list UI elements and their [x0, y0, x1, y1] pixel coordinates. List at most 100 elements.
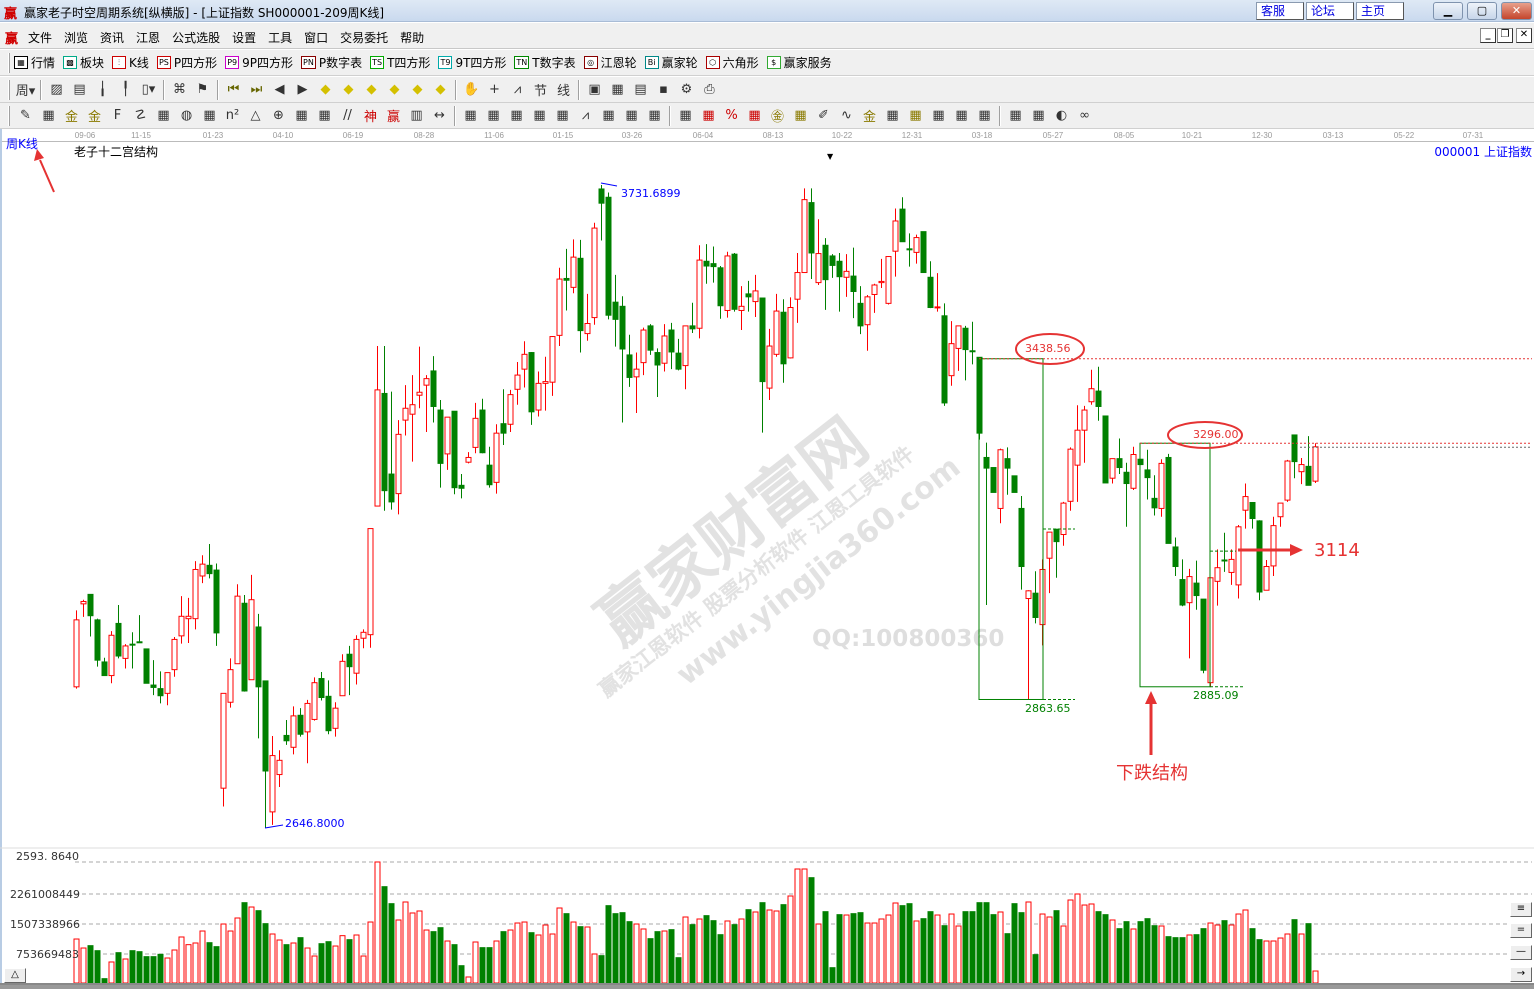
- menu-item[interactable]: 设置: [232, 31, 257, 45]
- infinity-icon[interactable]: ∞: [1079, 108, 1090, 123]
- triangle-icon[interactable]: △: [250, 108, 261, 123]
- save-icon[interactable]: ▪: [659, 82, 668, 97]
- target-icon[interactable]: ⊕: [273, 108, 284, 123]
- diamond-vertical-icon[interactable]: ◆: [435, 82, 446, 97]
- grid2-icon[interactable]: ▦: [625, 108, 638, 123]
- horizontal-scrollbar[interactable]: [0, 983, 1534, 989]
- lines3-icon[interactable]: ▦: [42, 108, 55, 123]
- menu-item[interactable]: 帮助: [400, 31, 425, 45]
- dropdown-triangle-icon[interactable]: ▼: [827, 152, 834, 161]
- gann-chart-icon[interactable]: ⌘: [173, 82, 186, 97]
- angle-icon[interactable]: ▦: [556, 108, 569, 123]
- crosshair-icon[interactable]: +: [489, 82, 500, 97]
- chart-icon[interactable]: ▦: [1032, 108, 1045, 123]
- fan-icon[interactable]: ▦: [487, 108, 500, 123]
- slash-icon[interactable]: //: [343, 108, 352, 123]
- customer-service-link[interactable]: 客服: [1256, 2, 1304, 20]
- gold-lines3-icon[interactable]: ▦: [794, 108, 807, 123]
- flag-icon[interactable]: ⚑: [196, 82, 209, 97]
- bars9-icon[interactable]: ╿: [121, 82, 130, 97]
- menu-item[interactable]: 工具: [268, 31, 293, 45]
- stack-icon[interactable]: ▦: [932, 108, 945, 123]
- toolbar-dollar-button[interactable]: $ 赢家服务: [766, 54, 832, 71]
- homepage-link[interactable]: 主页: [1356, 2, 1404, 20]
- stack3-icon[interactable]: ▦: [978, 108, 991, 123]
- candle-type-icon[interactable]: ▯▾: [141, 82, 156, 97]
- lines4-icon[interactable]: ▦: [203, 108, 216, 123]
- menu-item[interactable]: 交易委托: [340, 31, 389, 45]
- bars3-icon[interactable]: ╽: [98, 82, 107, 97]
- indicator-1-line-button[interactable]: —: [1510, 945, 1532, 960]
- network-icon[interactable]: ⚙: [680, 82, 693, 97]
- indicator-2-lines-button[interactable]: =: [1510, 923, 1532, 938]
- first-bar-icon[interactable]: ⏮: [227, 82, 240, 97]
- mdi-minimize-button[interactable]: _: [1480, 28, 1496, 43]
- percent-lines-icon[interactable]: ▦: [748, 108, 761, 123]
- toolbar-t-number-table-button[interactable]: TN T数字表: [514, 54, 576, 71]
- web-icon[interactable]: ▦: [295, 108, 308, 123]
- sine-icon[interactable]: ∿: [841, 108, 852, 123]
- print-icon[interactable]: ⎙: [704, 82, 715, 97]
- toolbar-sector-button[interactable]: ▩ 板块: [63, 54, 104, 71]
- parallel-icon[interactable]: ▦: [648, 108, 661, 123]
- measure-icon[interactable]: ↔: [434, 108, 445, 123]
- n2-icon[interactable]: n²: [225, 108, 240, 123]
- hand-icon[interactable]: ✋: [463, 82, 480, 97]
- forum-link[interactable]: 论坛: [1306, 2, 1354, 20]
- minimize-button[interactable]: ▁: [1433, 2, 1463, 20]
- gold-icon[interactable]: 金: [862, 110, 876, 125]
- ying-icon[interactable]: 赢: [386, 110, 400, 125]
- gold-lines-icon[interactable]: 金: [64, 110, 78, 125]
- spiral-icon[interactable]: ☡: [134, 108, 147, 123]
- toolbar-9p-square-button[interactable]: P9 9P四方形: [225, 54, 293, 71]
- wave-icon[interactable]: ⩘: [581, 108, 590, 123]
- next-icon[interactable]: ▶: [297, 82, 308, 97]
- grid-icon[interactable]: ▦: [602, 108, 615, 123]
- close-button[interactable]: ✕: [1501, 2, 1532, 20]
- toolbar-big-wheel-button[interactable]: Bi 赢家轮: [644, 54, 698, 71]
- last-bar-icon[interactable]: ⏭: [250, 82, 263, 97]
- toolbar-hexagon-button[interactable]: ⬡ 六角形: [705, 54, 759, 71]
- pencil-icon[interactable]: ✐: [818, 108, 829, 123]
- percent-icon[interactable]: %: [725, 108, 738, 123]
- prev-icon[interactable]: ◀: [274, 82, 285, 97]
- stack2-icon[interactable]: ▦: [955, 108, 968, 123]
- box-icon[interactable]: ▦: [464, 108, 477, 123]
- toolbar-kline-button[interactable]: ⫶ K线: [112, 54, 149, 71]
- toolbar-p-number-table-button[interactable]: PN P数字表: [301, 54, 362, 71]
- circle-grid-icon[interactable]: ◍: [180, 108, 193, 123]
- toolbar-t-square-button[interactable]: TS T四方形: [370, 54, 430, 71]
- ruler-icon[interactable]: ▥: [410, 108, 423, 123]
- menu-item[interactable]: 江恩: [136, 31, 161, 45]
- notepad-icon[interactable]: ▤: [634, 82, 647, 97]
- pen-icon[interactable]: ✎: [20, 108, 31, 123]
- toolbar-9t-square-button[interactable]: T9 9T四方形: [438, 54, 506, 71]
- menu-item[interactable]: 资讯: [100, 31, 125, 45]
- expand-panel-button[interactable]: △: [4, 968, 26, 983]
- period-label[interactable]: 周K线: [6, 137, 38, 151]
- diamond-in-icon[interactable]: ◆: [389, 82, 400, 97]
- calendar-icon[interactable]: ▣: [588, 82, 601, 97]
- fan2-icon[interactable]: ▦: [510, 108, 523, 123]
- calculator-icon[interactable]: ▦: [611, 82, 624, 97]
- colors-icon[interactable]: ◐: [1055, 108, 1068, 123]
- gold-circle-icon[interactable]: ㊎: [770, 110, 784, 125]
- diamond-left-icon[interactable]: ◆: [320, 82, 331, 97]
- notes-icon[interactable]: ▤: [73, 82, 86, 97]
- angle2-icon[interactable]: ▦: [886, 108, 899, 123]
- toolbar-quote-table-button[interactable]: ▦ 行情: [14, 54, 55, 71]
- menu-item[interactable]: 浏览: [64, 31, 89, 45]
- gold-fan-icon[interactable]: ▦: [909, 108, 922, 123]
- overlay-icon[interactable]: ▨: [50, 82, 63, 97]
- menu-item[interactable]: 文件: [28, 31, 53, 45]
- marker-icon[interactable]: ▦: [157, 108, 170, 123]
- mdi-restore-button[interactable]: ❐: [1497, 28, 1513, 43]
- period-dropdown-icon[interactable]: 周▾: [15, 84, 36, 99]
- toolbar-gann-wheel-button[interactable]: ◎ 江恩轮: [583, 54, 637, 71]
- fib-icon[interactable]: F: [113, 108, 122, 123]
- percent-fan-icon[interactable]: ▦: [702, 108, 715, 123]
- indicator-3-lines-button[interactable]: ≡: [1510, 902, 1532, 917]
- table-icon[interactable]: ▦: [679, 108, 692, 123]
- menu-item[interactable]: 公式选股: [172, 31, 221, 45]
